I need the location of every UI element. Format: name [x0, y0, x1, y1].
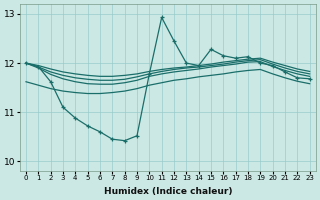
X-axis label: Humidex (Indice chaleur): Humidex (Indice chaleur) [104, 187, 232, 196]
